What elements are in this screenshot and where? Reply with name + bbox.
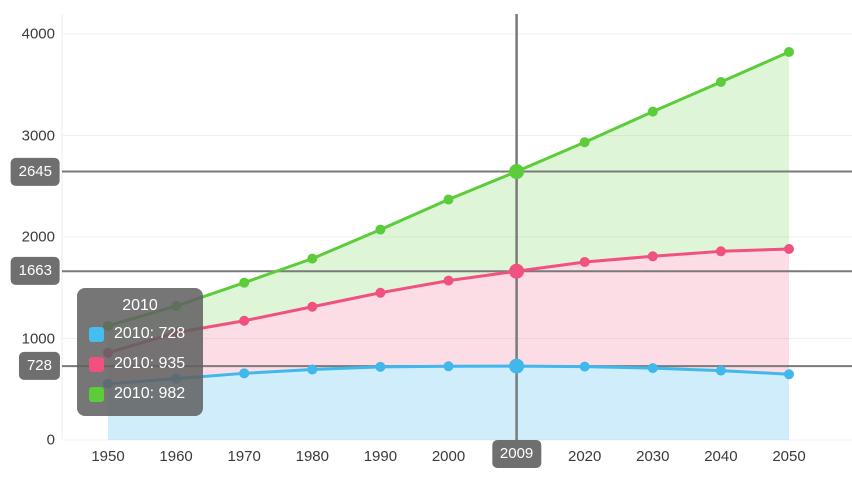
- tooltip-row-0: 2010: 728: [89, 319, 191, 349]
- y-tick-label-1000: 1000: [21, 330, 55, 347]
- data-point-green-series-2050[interactable]: [784, 46, 794, 57]
- data-point-blue-series-2040[interactable]: [715, 365, 726, 376]
- x-tick-label-2050: 2050: [772, 448, 806, 465]
- blue-series-area: [108, 366, 789, 440]
- data-point-blue-series-1990[interactable]: [375, 361, 386, 372]
- tooltip-swatch-icon: [89, 386, 104, 402]
- data-point-green-series-2040[interactable]: [715, 77, 726, 88]
- x-tick-label-1970: 1970: [227, 448, 261, 465]
- x-tick-label-1990: 1990: [363, 448, 398, 465]
- data-point-green-series-1990[interactable]: [375, 224, 386, 235]
- data-point-blue-series-2010[interactable]: [509, 358, 525, 374]
- data-point-pink-series-2000[interactable]: [443, 275, 454, 286]
- y-crosshair-badge-1663: 1663: [10, 257, 60, 286]
- tooltip: 2010 2010: 728 2010: 935 2010: 982: [77, 288, 203, 416]
- tooltip-row-label: 2010: 982: [114, 385, 186, 402]
- x-tick-label-1950: 1950: [91, 448, 125, 465]
- data-point-pink-series-2020[interactable]: [579, 256, 590, 267]
- pink-series-area: [108, 248, 789, 384]
- data-point-green-series-2010[interactable]: [509, 164, 525, 180]
- data-point-blue-series-2030[interactable]: [647, 363, 658, 374]
- data-point-blue-series-2000[interactable]: [443, 361, 454, 372]
- tooltip-swatch-icon: [89, 356, 104, 372]
- x-tick-label-2020: 2020: [568, 448, 602, 465]
- data-point-green-series-2000[interactable]: [443, 194, 454, 205]
- tooltip-rows: 2010: 728 2010: 935 2010: 982: [89, 319, 191, 409]
- x-tick-label-1980: 1980: [295, 448, 329, 465]
- data-point-pink-series-2030[interactable]: [647, 251, 658, 262]
- x-tick-label-1960: 1960: [159, 448, 193, 465]
- data-point-pink-series-1980[interactable]: [307, 301, 318, 312]
- y-crosshair-badge-2645: 2645: [10, 157, 60, 186]
- data-point-green-series-1970[interactable]: [239, 277, 250, 288]
- tooltip-row-2: 2010: 982: [89, 379, 191, 409]
- data-point-pink-series-1970[interactable]: [239, 315, 250, 326]
- data-point-pink-series-2010[interactable]: [509, 263, 525, 279]
- tooltip-row-label: 2010: 728: [114, 325, 186, 342]
- y-tick-label-4000: 4000: [21, 25, 55, 43]
- tooltip-swatch-icon: [89, 326, 104, 342]
- tooltip-title: 2010: [122, 297, 158, 314]
- data-point-blue-series-1980[interactable]: [307, 364, 318, 375]
- x-tick-label-2040: 2040: [704, 448, 738, 465]
- data-point-pink-series-1990[interactable]: [375, 287, 386, 298]
- data-point-pink-series-2040[interactable]: [715, 246, 726, 257]
- x-tick-label-2030: 2030: [636, 448, 670, 465]
- data-point-pink-series-2050[interactable]: [784, 243, 794, 254]
- data-point-green-series-1980[interactable]: [307, 253, 318, 264]
- data-point-blue-series-2020[interactable]: [579, 361, 590, 372]
- data-point-green-series-2020[interactable]: [579, 137, 590, 148]
- tooltip-row-1: 2010: 935: [89, 349, 191, 379]
- x-tick-label-2000: 2000: [431, 448, 466, 465]
- y-tick-label-3000: 3000: [21, 127, 55, 144]
- x-tick-badge-2009: 2009: [491, 440, 542, 469]
- data-point-blue-series-1970[interactable]: [239, 368, 250, 379]
- y-tick-label-2000: 2000: [21, 228, 55, 246]
- data-point-blue-series-2050[interactable]: [784, 369, 794, 380]
- data-point-green-series-2030[interactable]: [647, 106, 658, 117]
- y-crosshair-badge-728: 728: [18, 351, 60, 381]
- tooltip-row-label: 2010: 935: [114, 355, 186, 372]
- y-tick-label-0: 0: [46, 431, 55, 449]
